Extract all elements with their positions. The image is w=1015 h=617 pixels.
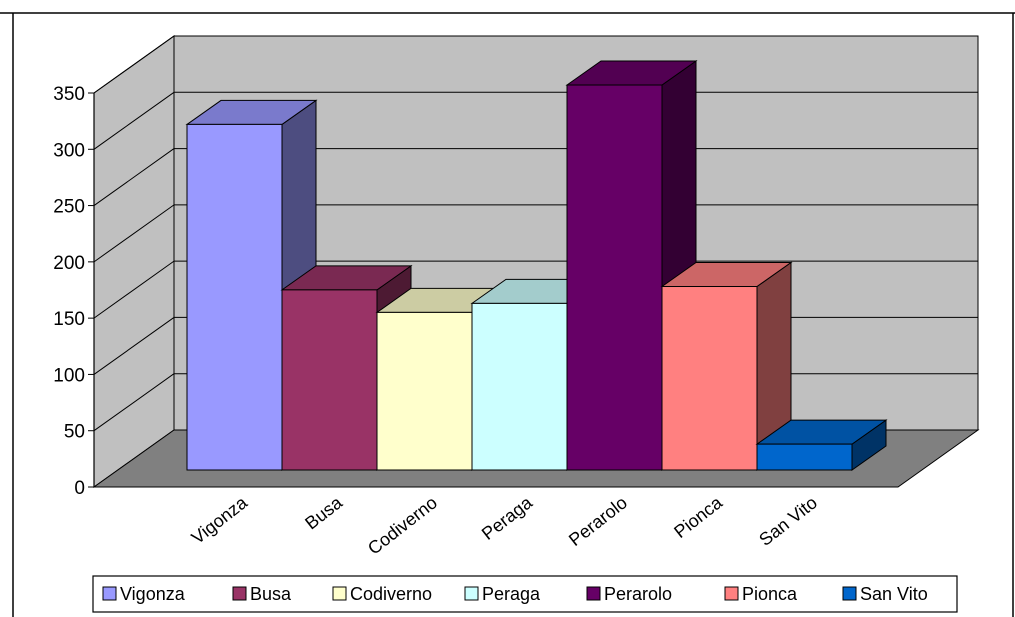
legend-item: Busa — [232, 584, 292, 604]
bars — [185, 60, 888, 471]
legend-item: Peraga — [464, 584, 541, 604]
x-tick-label: Codiverno — [364, 492, 441, 558]
gridline — [93, 373, 175, 432]
legend-label: Peraga — [482, 584, 541, 604]
gridline — [93, 91, 175, 150]
legend-label: Vigonza — [120, 584, 186, 604]
bar-vigonza — [185, 99, 318, 471]
y-tick-label: 200 — [53, 253, 85, 274]
legend-label: Pionca — [742, 584, 798, 604]
y-tick-label: 50 — [64, 422, 85, 443]
legend-swatch — [102, 586, 117, 601]
gridline — [93, 317, 175, 375]
y-tick-label: 100 — [53, 365, 85, 386]
legend-item: San Vito — [842, 584, 928, 604]
legend-item: Codiverno — [332, 584, 432, 604]
gridline — [93, 204, 175, 263]
legend-swatch — [332, 586, 347, 601]
bar-front — [186, 123, 283, 471]
bar-front — [566, 84, 663, 471]
gridline — [93, 148, 175, 206]
x-tick-label: Pionca — [670, 492, 726, 542]
x-tick-label: Peraga — [478, 492, 537, 544]
legend-swatch — [586, 586, 601, 601]
bar-san-vito — [755, 419, 888, 471]
bar-front — [661, 286, 758, 471]
x-tick-label: Busa — [301, 492, 346, 534]
legend-label: San Vito — [860, 584, 928, 604]
y-tick-label: 0 — [74, 478, 85, 499]
y-tick-label: 300 — [53, 140, 85, 161]
y-tick-label: 150 — [53, 309, 85, 330]
legend-label: Perarolo — [604, 584, 672, 604]
bar-pionca — [660, 261, 793, 471]
y-axis: 0 50 100 150 200 250 300 350 — [53, 84, 95, 499]
gridline — [93, 35, 175, 94]
y-tick-label: 350 — [53, 84, 85, 105]
legend-item: Pionca — [724, 584, 798, 604]
legend-item: Vigonza — [102, 584, 186, 604]
bar-front — [471, 302, 568, 471]
gridline — [93, 260, 175, 319]
legend: Vigonza Busa Codiverno Peraga Perarolo Pionca… — [92, 575, 958, 613]
legend-swatch — [464, 586, 479, 601]
legend-swatch — [842, 586, 857, 601]
bar-front — [281, 289, 378, 471]
y-tick-label: 250 — [53, 197, 85, 218]
x-tick-label: Vigonza — [188, 492, 252, 548]
legend-label: Busa — [250, 584, 292, 604]
x-tick-label: San Vito — [755, 492, 821, 549]
bar-front — [376, 311, 473, 471]
legend-swatch — [724, 586, 739, 601]
bar-front — [756, 443, 853, 471]
side-wall — [93, 35, 175, 488]
legend-label: Codiverno — [350, 584, 432, 604]
x-tick-label: Perarolo — [565, 492, 631, 550]
legend-swatch — [232, 586, 247, 601]
legend-item: Perarolo — [586, 584, 672, 604]
x-axis-labels: Vigonza Busa Codiverno Peraga Perarolo Pionca… — [188, 492, 821, 559]
